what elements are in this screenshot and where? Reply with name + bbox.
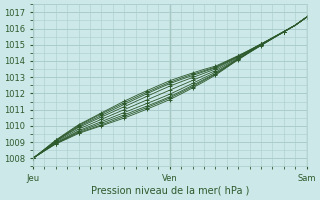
- X-axis label: Pression niveau de la mer( hPa ): Pression niveau de la mer( hPa ): [91, 186, 249, 196]
